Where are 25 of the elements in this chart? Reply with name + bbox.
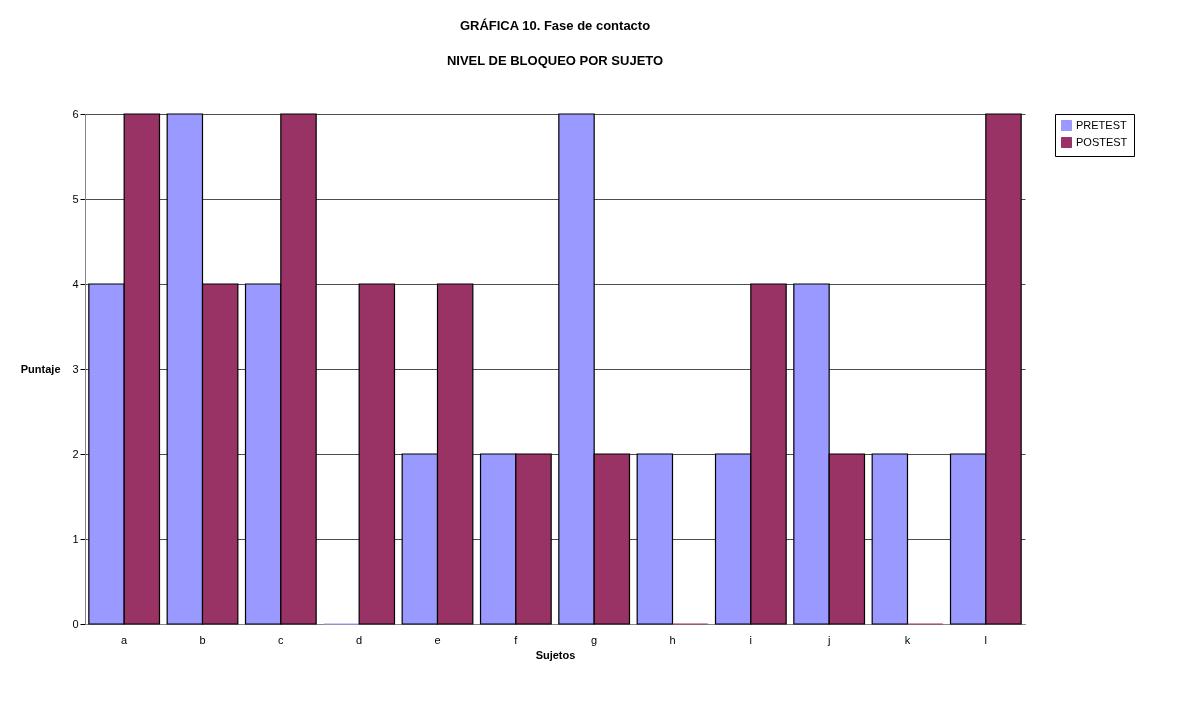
legend-label: POSTEST	[1076, 135, 1128, 148]
x-axis-title: Sujetos	[535, 648, 576, 661]
y-tick-label: 1	[72, 532, 79, 545]
x-tick-label: d	[356, 633, 363, 646]
x-tick-label: b	[199, 633, 206, 646]
y-axis-title: Puntaje	[20, 362, 61, 375]
x-tick-label: f	[514, 633, 519, 646]
x-tick-label: h	[669, 633, 676, 646]
legend-label: PRETEST	[1076, 118, 1128, 131]
x-tick-label: c	[278, 633, 285, 646]
y-tick-label: 2	[72, 447, 79, 460]
y-tick-label: 0	[72, 617, 79, 630]
y-tick-label: 3	[72, 362, 79, 375]
x-tick-label: k	[904, 633, 911, 646]
y-tick-label: 6	[72, 107, 79, 120]
x-tick-label: g	[591, 633, 598, 646]
x-tick-label: i	[749, 633, 753, 646]
x-tick-label: e	[434, 633, 441, 646]
x-tick-label: l	[984, 633, 988, 646]
x-tick-label: j	[826, 633, 831, 646]
chart-title: GRÁFICA 10. Fase de contacto	[459, 18, 651, 33]
chart-subtitle: NIVEL DE BLOQUEO POR SUJETO	[446, 53, 664, 68]
y-tick-label: 4	[72, 277, 79, 290]
x-tick-label: a	[121, 633, 129, 646]
y-tick-label: 5	[72, 192, 79, 205]
